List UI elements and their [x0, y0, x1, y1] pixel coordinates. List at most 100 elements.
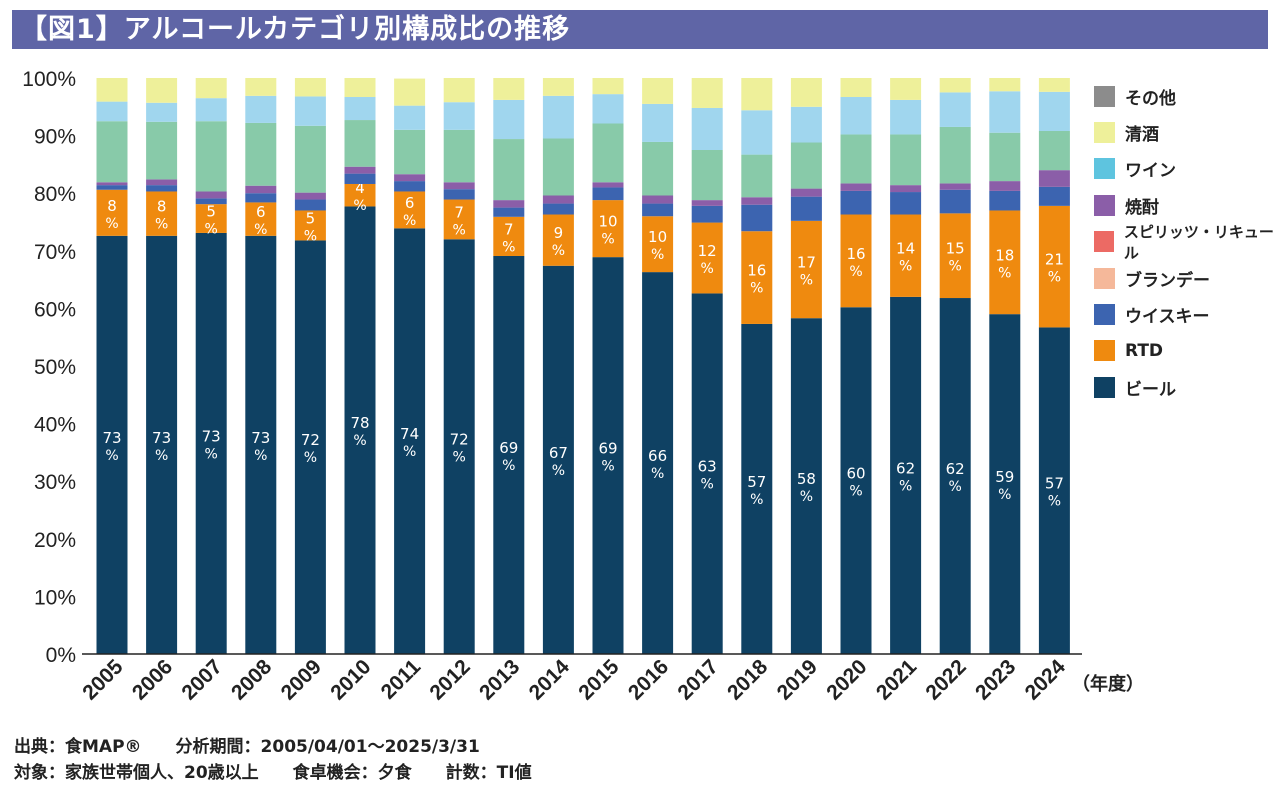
x-tick-label: 2023 — [971, 655, 1020, 704]
bar-segment — [642, 103, 674, 142]
bar-segment — [592, 257, 624, 654]
bar-segment — [493, 99, 525, 140]
data-label: 73 — [202, 427, 221, 445]
data-label: 62 — [896, 459, 915, 477]
bar-segment — [890, 134, 922, 186]
footer-target: 対象：家族世帯個人、20歳以上 食卓機会：夕食 計数：TI値 — [14, 763, 532, 783]
legend-label: RTD — [1125, 340, 1164, 361]
data-label: 63 — [698, 458, 717, 476]
bar-segment — [195, 98, 227, 122]
y-tick-label: 20% — [34, 529, 76, 552]
data-label-unit: % — [254, 222, 267, 238]
legend-label: 焼酎 — [1125, 197, 1159, 218]
x-tick-label: 2016 — [624, 655, 673, 704]
legend-label: スピリッツ・リキュール — [1123, 222, 1274, 262]
bar-segment — [443, 199, 475, 240]
bar-segment — [642, 216, 674, 273]
legend-label: ブランデー — [1125, 270, 1210, 291]
bar-segment — [592, 94, 624, 124]
x-tick-label: 2014 — [525, 655, 575, 705]
data-label-unit: % — [304, 228, 317, 244]
bar-segment — [840, 97, 872, 135]
data-label-unit: % — [750, 281, 763, 297]
data-label: 12 — [698, 242, 717, 260]
bar-segment — [394, 105, 426, 130]
data-label: 62 — [946, 460, 965, 478]
bar-segment — [245, 235, 277, 654]
legend-item: ブランデー — [1094, 260, 1280, 296]
bar-segment — [542, 95, 574, 139]
bar-segment — [790, 106, 822, 143]
bar-segment — [890, 296, 922, 654]
data-label: 16 — [846, 245, 865, 263]
data-label-unit: % — [205, 222, 218, 238]
data-label: 17 — [797, 254, 816, 272]
data-label: 18 — [995, 246, 1014, 264]
legend: その他 清酒 ワイン 焼酎 スピリッツ・リキュール ブランデー ウイスキー RTD ビール — [1094, 78, 1280, 406]
data-label-unit: % — [105, 216, 118, 232]
y-tick-label: 50% — [34, 356, 76, 379]
bar-segment — [642, 78, 674, 104]
bar-segment — [790, 196, 822, 221]
legend-label: その他 — [1125, 88, 1176, 109]
bar-segment — [493, 255, 525, 654]
bar-segment — [344, 173, 376, 184]
bar-segment — [989, 181, 1021, 191]
legend-swatch — [1094, 304, 1115, 326]
bar-segment — [691, 205, 723, 223]
bar-segment — [691, 222, 723, 294]
bar-segment — [443, 189, 475, 200]
legend-label: ビール — [1125, 379, 1176, 400]
bar-segment — [195, 191, 227, 199]
bar-segment — [1038, 205, 1070, 328]
bar-segment — [642, 195, 674, 204]
bar-segment — [146, 235, 178, 654]
bar-segment — [195, 198, 227, 205]
bar-segment — [939, 92, 971, 127]
data-label-unit: % — [552, 243, 565, 259]
data-label: 7 — [504, 220, 514, 238]
bar-segment — [245, 202, 277, 236]
bar-segment — [840, 190, 872, 215]
bar-segment — [195, 121, 227, 192]
bar-segment — [642, 272, 674, 654]
bar-segment — [294, 78, 326, 97]
bar-segment — [294, 240, 326, 654]
data-label-unit: % — [453, 450, 466, 466]
bar-segment — [394, 174, 426, 182]
bar-segment — [840, 307, 872, 654]
bar-segment — [344, 166, 376, 174]
bar-segment — [691, 78, 723, 108]
bar-segment — [1038, 91, 1070, 131]
bar-segment — [989, 78, 1021, 92]
bar-segment — [890, 214, 922, 297]
bar-segment — [939, 183, 971, 190]
bar-segment — [96, 182, 128, 186]
bar-segment — [542, 78, 574, 96]
bar-segment — [294, 199, 326, 211]
legend-item: 焼酎 — [1094, 187, 1280, 223]
bar-segment — [1038, 130, 1070, 171]
data-label: 7 — [454, 203, 464, 221]
legend-swatch — [1094, 267, 1115, 289]
bar-segment — [989, 190, 1021, 211]
data-label-unit: % — [601, 459, 614, 475]
data-label: 15 — [946, 240, 965, 258]
x-tick-label: 2018 — [723, 655, 773, 705]
data-label-unit: % — [800, 273, 813, 289]
bar-segment — [493, 78, 525, 100]
bar-segment — [691, 150, 723, 201]
y-tick-label: 10% — [34, 586, 76, 609]
bar-segment — [493, 216, 525, 256]
bar-segment — [493, 200, 525, 208]
data-label-unit: % — [304, 450, 317, 466]
legend-swatch — [1094, 122, 1115, 144]
bar-segment — [294, 125, 326, 193]
bar-segment — [443, 102, 475, 130]
bar-segment — [245, 193, 277, 203]
data-label: 73 — [152, 429, 171, 447]
bar-segment — [691, 293, 723, 654]
x-tick-label: 2013 — [475, 655, 524, 704]
data-label: 4 — [355, 179, 365, 197]
bar-segment — [790, 318, 822, 654]
